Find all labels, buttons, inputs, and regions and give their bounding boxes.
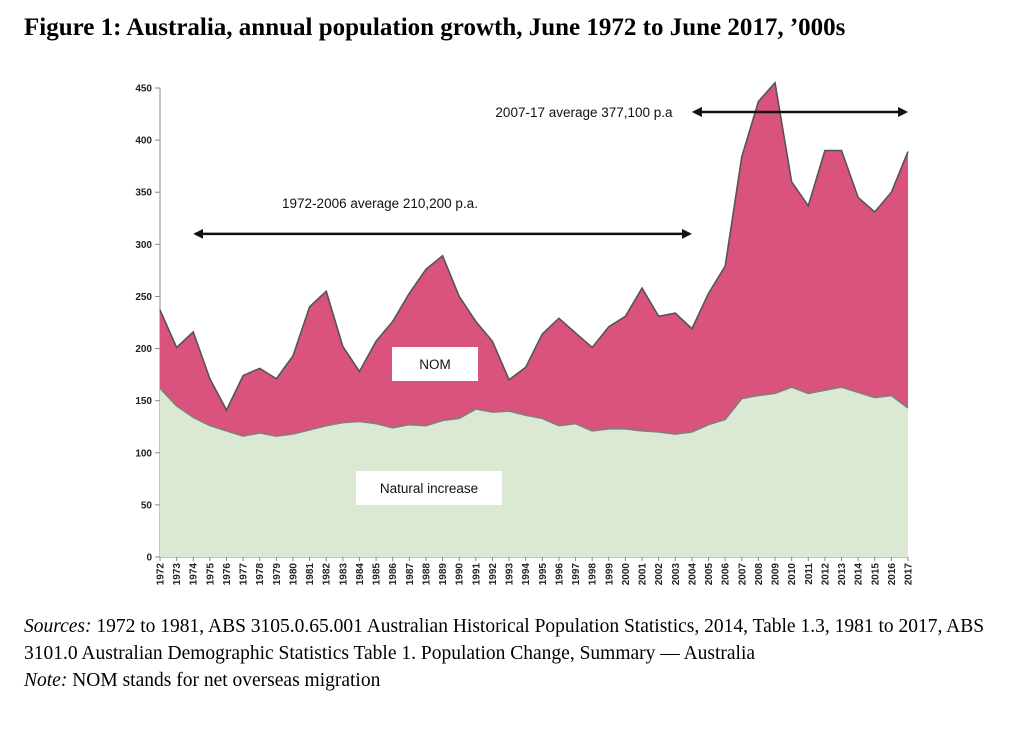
- x-tick-label: 2006: [721, 563, 732, 586]
- y-tick-label: 100: [135, 448, 152, 459]
- figure-title: Figure 1: Australia, annual population g…: [24, 14, 846, 41]
- x-tick-label: 1991: [471, 563, 482, 586]
- x-tick-label: 2014: [854, 563, 865, 586]
- note-paragraph: Note: NOM stands for net overseas migrat…: [24, 667, 1014, 694]
- series-area-nom: [160, 82, 908, 437]
- x-tick-label: 1974: [189, 563, 200, 586]
- population-growth-chart: 0 50 100 150 200 250 300 350 400 450 1972 1973 1974 1…: [135, 81, 915, 586]
- x-tick-label: 1973: [172, 563, 183, 586]
- x-tick-label: 1977: [239, 563, 250, 586]
- x-tick-label: 1981: [305, 563, 316, 586]
- x-tick-label: 1988: [421, 563, 432, 586]
- y-tick-label: 450: [135, 84, 152, 95]
- x-tick-label: 2007: [737, 563, 748, 586]
- x-tick-label: 1975: [205, 563, 216, 586]
- x-tick-label: 2004: [687, 563, 698, 586]
- series-line-natural-increase: [159, 386, 909, 437]
- y-tick-label: 0: [146, 553, 152, 564]
- note-text: NOM stands for net overseas migration: [67, 670, 381, 691]
- area-label-natural-increase: Natural increase: [380, 481, 478, 496]
- x-tick-label: 1983: [338, 563, 349, 586]
- x-tick-label: 2009: [771, 563, 782, 586]
- x-tick-label: 1992: [488, 563, 499, 586]
- sources-paragraph: Sources: 1972 to 1981, ABS 3105.0.65.001…: [24, 613, 1014, 667]
- x-tick-label: 2015: [870, 563, 881, 586]
- sources-text: 1972 to 1981, ABS 3105.0.65.001 Australi…: [24, 616, 985, 664]
- axes: 0 50 100 150 200 250 300 350 400 450 1972 1973 1974 1…: [135, 84, 914, 586]
- y-tick-label: 400: [135, 136, 152, 147]
- y-tick-label: 200: [135, 344, 152, 355]
- y-tick-label: 250: [135, 292, 152, 303]
- y-tick-label: 350: [135, 188, 152, 199]
- x-tick-label: 1986: [388, 563, 399, 586]
- x-tick-label: 2011: [804, 563, 815, 585]
- x-tick-label: 1998: [588, 563, 599, 586]
- x-tick-label: 2000: [621, 563, 632, 586]
- sources-label: Sources:: [24, 616, 92, 637]
- x-tick-label: 1999: [604, 563, 615, 586]
- plot-area: [159, 81, 909, 557]
- area-label-natural-increase-box: [356, 471, 502, 505]
- annotation-text-1: 1972-2006 average 210,200 p.a.: [282, 196, 478, 211]
- area-label-nom: NOM: [419, 357, 451, 372]
- y-tick-label: 150: [135, 396, 152, 407]
- x-tick-label: 2008: [754, 563, 765, 586]
- x-tick-label: 2017: [904, 563, 915, 586]
- x-tick-label: 1987: [405, 563, 416, 586]
- x-tick-label: 1978: [255, 563, 266, 586]
- x-tick-label: 1996: [554, 563, 565, 586]
- note-label: Note:: [24, 670, 68, 691]
- series-line-total: [159, 81, 909, 412]
- x-tick-label: 1985: [372, 563, 383, 586]
- x-tick-label: 2002: [654, 563, 665, 586]
- area-label-nom-box: [392, 347, 478, 381]
- x-tick-label: 2013: [837, 563, 848, 586]
- x-tick-label: 2010: [787, 563, 798, 586]
- x-tick-label: 1994: [521, 563, 532, 586]
- x-tick-label: 2001: [638, 563, 649, 586]
- annotation-text-2: 2007-17 average 377,100 p.a: [495, 105, 673, 120]
- x-tick-label: 1980: [288, 563, 299, 586]
- x-tick-label: 1972: [156, 563, 167, 586]
- y-tick-label: 50: [141, 500, 153, 511]
- x-tick-label: 1982: [322, 563, 333, 586]
- x-tick-label: 1976: [222, 563, 233, 586]
- x-tick-label: 1995: [538, 563, 549, 586]
- figure-notes: Sources: 1972 to 1981, ABS 3105.0.65.001…: [24, 613, 1014, 694]
- x-tick-label: 2016: [887, 563, 898, 586]
- x-tick-label: 2003: [671, 563, 682, 586]
- y-tick-label: 300: [135, 240, 152, 251]
- x-tick-label: 1997: [571, 563, 582, 586]
- x-tick-label: 2005: [704, 563, 715, 586]
- x-tick-label: 1984: [355, 563, 366, 586]
- x-tick-label: 1993: [505, 563, 516, 586]
- x-tick-label: 1990: [455, 563, 466, 586]
- x-tick-label: 2012: [820, 563, 831, 586]
- series-area-natural-increase: [160, 387, 908, 557]
- x-tick-label: 1989: [438, 563, 449, 586]
- labels: NOM Natural increase 1972-2006 average 210…: [193, 105, 908, 505]
- x-tick-label: 1979: [272, 563, 283, 586]
